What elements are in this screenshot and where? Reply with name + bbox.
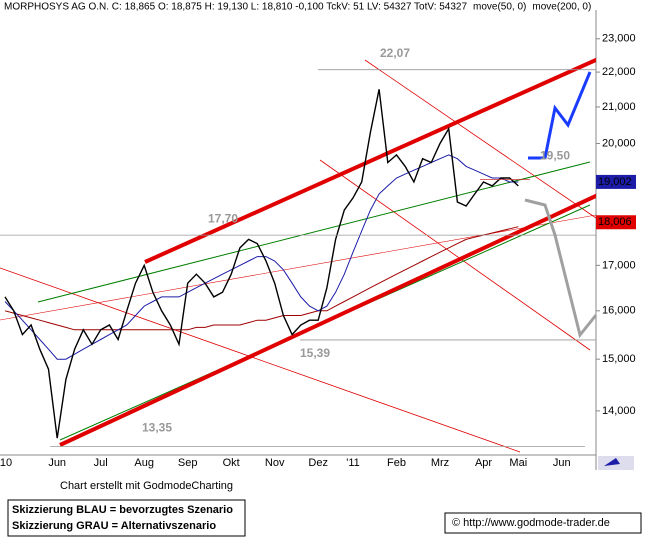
x-tick-label: Apr xyxy=(475,457,492,469)
x-tick-label: Dez xyxy=(308,457,328,469)
legend-entry: move(200, 0) xyxy=(532,2,591,13)
y-tick-label: 23,000 xyxy=(602,33,636,45)
y-tick-label: 20,000 xyxy=(602,137,636,149)
trend-line xyxy=(0,214,596,321)
y-tick-label: 15,000 xyxy=(602,353,636,365)
note: Skizzierung BLAU = bevorzugtes Szenario xyxy=(12,504,233,516)
source: © http://www.godmode-trader.de xyxy=(452,517,610,529)
annotation: 19,50 xyxy=(540,149,570,163)
annotation: 17,70 xyxy=(208,211,238,225)
legend-entry: move(50, 0) xyxy=(473,2,526,13)
x-tick-label: Aug xyxy=(134,457,154,469)
trend-drawings xyxy=(0,57,596,453)
x-tick-label: Nov xyxy=(265,457,285,469)
channel-line xyxy=(144,57,596,264)
y-tick-label: 17,000 xyxy=(602,259,636,271)
moving-average xyxy=(4,226,519,331)
x-tick-label: Okt xyxy=(223,457,240,469)
price-line xyxy=(4,89,519,439)
channel-line xyxy=(37,161,591,303)
y-tick-label: 16,000 xyxy=(602,305,636,317)
y-tick-label: 22,000 xyxy=(602,66,636,78)
price-tag-label: 18,006 xyxy=(598,216,632,228)
price-tag xyxy=(596,174,636,189)
x-tick-label: Sep xyxy=(178,457,198,469)
x-tick-label: Mrz xyxy=(431,457,449,469)
annotation: 15,39 xyxy=(300,346,330,360)
x-tick-label: '10 xyxy=(0,457,12,469)
source-box xyxy=(444,512,642,534)
trend-line xyxy=(319,159,591,351)
x-tick-label: Jun xyxy=(553,457,571,469)
price-tag-label: 19,002 xyxy=(598,176,632,188)
moving-average xyxy=(4,154,519,360)
series-layer xyxy=(4,89,519,439)
note: Skizzierung GRAU = Alternativszenario xyxy=(12,520,216,532)
trend-line xyxy=(0,267,521,453)
notes-box xyxy=(7,499,246,537)
annotation: 22,07 xyxy=(380,46,410,60)
y-tick-label: 21,000 xyxy=(602,101,636,113)
credit: Chart erstellt mit GodmodeCharting xyxy=(60,480,233,492)
annotation: 13,35 xyxy=(142,421,172,435)
price-tag xyxy=(596,215,636,230)
x-tick-label: Jul xyxy=(94,457,108,469)
scenario-blue xyxy=(528,71,592,160)
x-tick-label: Mai xyxy=(509,457,527,469)
y-tick-label: 14,000 xyxy=(602,405,636,417)
tool-icon-glyph xyxy=(604,458,620,466)
x-tick-label: '11 xyxy=(346,457,360,469)
channel-line xyxy=(59,193,596,447)
chart-header: MORPHOSYS AG O.N. C: 18,865 O: 18,875 H:… xyxy=(4,2,467,13)
x-tick-label: Jun xyxy=(48,457,66,469)
x-tick-label: Feb xyxy=(387,457,406,469)
trend-line xyxy=(364,59,596,219)
